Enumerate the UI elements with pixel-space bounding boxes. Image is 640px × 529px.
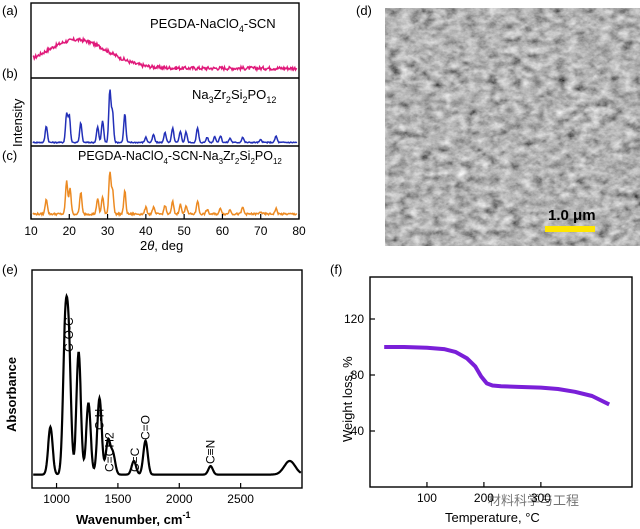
ftir-xtick-label: 2500 <box>227 492 254 506</box>
scale-bar-label: 1.0 μm <box>548 207 596 224</box>
tga-xlabel: Temperature, °C <box>445 510 540 525</box>
panel-ftir: (e) 1000 1500 2000 2500 Absorbance Wavenumb… <box>2 262 303 527</box>
series-label-a: PEGDA-NaClO4-SCN <box>150 16 276 34</box>
tga-ytick-label: 40 <box>351 424 365 438</box>
panel-label-e: (e) <box>2 262 18 277</box>
xrd-xtick-label: 30 <box>101 224 115 238</box>
tga-ylabel: Weight loss, % <box>340 356 355 442</box>
xrd-xtick-label: 10 <box>24 224 38 238</box>
panel-label-f: (f) <box>330 262 342 277</box>
panel-label-a: (a) <box>2 3 18 18</box>
panel-tga: (f) 100 200 300 40 80 120 Weight loss, % Temp… <box>330 262 633 525</box>
watermark: 材料科学与工程 <box>488 493 579 508</box>
tga-curve <box>384 345 611 407</box>
xrd-xtick-label: 40 <box>139 224 153 238</box>
xrd-xtick-label: 80 <box>292 224 306 238</box>
ftir-annotation: C-O-C <box>62 317 76 352</box>
tga-ytick-label: 80 <box>351 368 365 382</box>
tga-xtick-label: 200 <box>474 491 494 505</box>
tga-frame <box>369 276 633 488</box>
sem-image-texture <box>385 8 640 246</box>
ftir-annotation: C=CH2 <box>102 432 116 472</box>
xrd-curves <box>32 35 298 218</box>
ftir-xtick-label: 1500 <box>105 492 132 506</box>
xrd-ylabel: Intensity <box>10 98 25 147</box>
panel-sem: (d) 1.0 μm <box>356 3 640 246</box>
ftir-curve <box>33 292 302 476</box>
ftir-xtick-label: 1000 <box>43 492 70 506</box>
tga-xtick-label: 300 <box>531 491 551 505</box>
xrd-series-3 <box>32 171 298 218</box>
xrd-frame <box>30 2 300 220</box>
panel-xrd: (a) (b) (c) 10 20 30 40 50 60 70 80 PEGDA-NaClO… <box>2 2 306 253</box>
panel-label-c: (c) <box>2 148 17 163</box>
ftir-annotation: C-H <box>93 409 107 430</box>
xrd-xtick-label: 70 <box>254 224 268 238</box>
ftir-frame <box>31 269 303 489</box>
ftir-annotation: C≡N <box>204 440 218 464</box>
ftir-annotation: C=C <box>128 447 142 472</box>
scale-bar <box>545 226 595 232</box>
tga-ytick-label: 120 <box>344 312 364 326</box>
series-label-b: Na3Zr2Si2PO12 <box>192 87 276 105</box>
tga-xtick-label: 100 <box>417 491 437 505</box>
ftir-ticks: 1000 1500 2000 2500 <box>43 483 254 506</box>
xrd-series-1 <box>32 35 298 73</box>
xrd-xtick-label: 20 <box>63 224 77 238</box>
panel-label-d: (d) <box>356 3 372 18</box>
panel-label-b: (b) <box>2 66 18 81</box>
ftir-xlabel: Wavenumber, cm-1 <box>76 510 190 527</box>
ftir-annotations: C-O-C C-H C=CH2 C=C C=O C≡N <box>62 317 218 472</box>
xrd-xlabel: 2θ, deg <box>140 238 183 253</box>
xrd-xtick-label: 60 <box>216 224 230 238</box>
xrd-series-2 <box>32 89 298 145</box>
tga-ticks: 100 200 300 40 80 120 <box>344 312 551 505</box>
xrd-xtick-label: 50 <box>177 224 191 238</box>
ftir-ylabel: Absorbance <box>4 357 19 432</box>
series-label-c: PEGDA-NaClO4-SCN-Na3Zr2Si2PO12 <box>78 149 282 166</box>
ftir-annotation: C=O <box>139 415 153 440</box>
xrd-ticks: 10 20 30 40 50 60 70 80 <box>24 214 306 238</box>
ftir-xtick-label: 2000 <box>166 492 193 506</box>
